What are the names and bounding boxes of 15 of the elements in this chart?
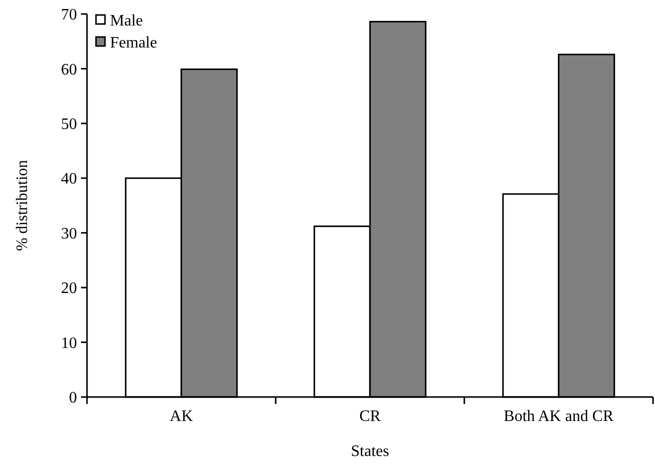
legend-label: Male	[110, 12, 143, 30]
y-tick-label: 20	[61, 280, 77, 298]
y-tick-label: 70	[61, 6, 77, 24]
x-tick-label: Both AK and CR	[504, 408, 614, 425]
y-tick-label: 50	[61, 116, 77, 134]
x-axis-title: States	[350, 443, 390, 460]
y-tick-label: 0	[69, 390, 77, 407]
x-tick-label: AK	[170, 408, 194, 425]
y-axis-title: % distribution	[14, 160, 31, 252]
legend-label: Female	[110, 34, 158, 52]
y-tick-label: 60	[61, 61, 77, 78]
y-tick-label: 30	[61, 225, 77, 242]
x-tick-label: CR	[359, 408, 381, 425]
y-tick-label: 40	[61, 170, 77, 188]
y-tick-label: 10	[61, 334, 77, 352]
